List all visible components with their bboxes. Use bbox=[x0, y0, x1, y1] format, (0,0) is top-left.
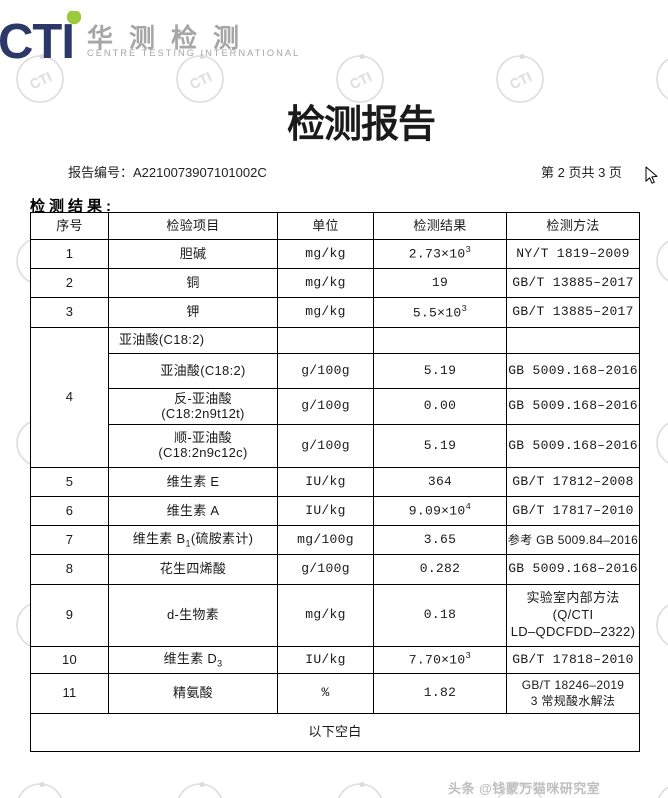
svg-text:CTI: CTI bbox=[0, 15, 74, 69]
